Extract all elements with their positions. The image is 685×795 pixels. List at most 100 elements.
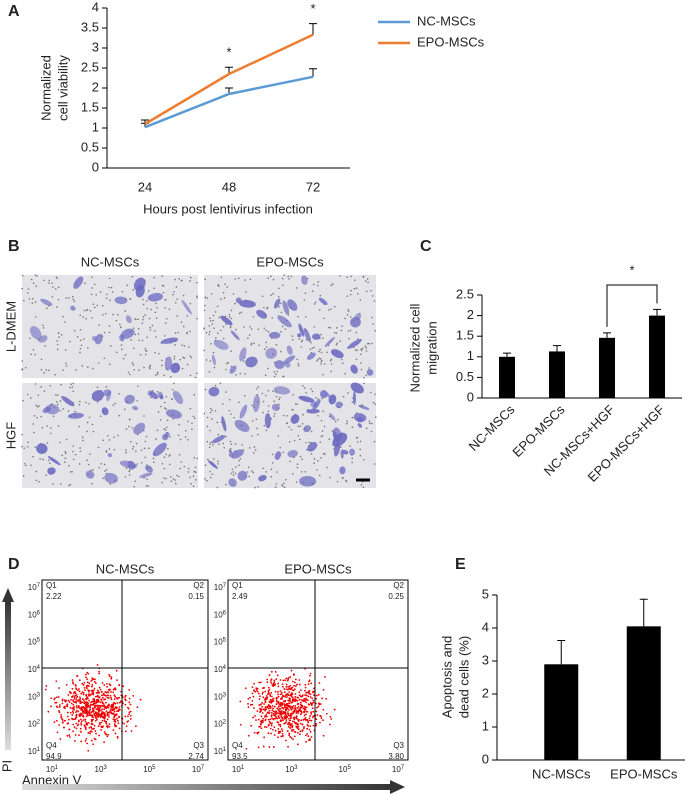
- event: [291, 726, 294, 729]
- pore: [40, 358, 43, 361]
- pore: [180, 321, 183, 323]
- event: [303, 708, 306, 711]
- pore: [356, 441, 359, 443]
- event: [85, 723, 88, 726]
- event: [267, 723, 270, 726]
- event: [107, 706, 110, 709]
- tick-label: 102: [28, 719, 41, 729]
- event: [313, 694, 315, 697]
- pore: [355, 358, 358, 361]
- event: [82, 699, 85, 702]
- pore: [280, 311, 283, 314]
- event: [275, 701, 278, 703]
- quadrant-name: Q1: [232, 581, 243, 590]
- event: [271, 728, 274, 731]
- pore: [311, 290, 314, 292]
- event: [75, 722, 78, 725]
- pore: [82, 316, 85, 318]
- pore: [191, 428, 193, 431]
- pore: [144, 314, 147, 316]
- pore: [273, 412, 276, 415]
- pore: [224, 283, 226, 285]
- pore: [117, 434, 119, 437]
- pore: [189, 476, 191, 479]
- event: [76, 689, 79, 692]
- pore: [159, 419, 162, 421]
- pore: [134, 318, 136, 320]
- event: [307, 735, 310, 738]
- event: [299, 722, 302, 725]
- tick-label: 107: [192, 765, 205, 775]
- pore: [45, 474, 47, 476]
- tick-label: 101: [232, 765, 245, 775]
- pore: [241, 444, 243, 446]
- pore: [320, 363, 322, 365]
- quadrant-name: Q4: [46, 741, 57, 750]
- cell: [306, 408, 320, 414]
- pore: [342, 362, 344, 365]
- event: [102, 696, 104, 699]
- event: [284, 699, 287, 702]
- event: [289, 713, 292, 716]
- quadrant-name: Q2: [393, 581, 404, 590]
- pore: [159, 405, 162, 408]
- event: [98, 672, 100, 675]
- pore: [57, 286, 60, 288]
- event: [106, 696, 109, 699]
- cell: [297, 333, 302, 338]
- pore: [321, 430, 324, 432]
- event: [116, 679, 118, 682]
- event: [284, 715, 287, 718]
- event: [299, 733, 301, 736]
- pore: [40, 368, 43, 371]
- event: [289, 736, 292, 738]
- pore: [251, 470, 253, 472]
- event: [88, 726, 91, 729]
- event: [103, 684, 106, 686]
- pore: [35, 470, 38, 473]
- event: [256, 687, 259, 690]
- event: [80, 740, 83, 743]
- event: [127, 707, 130, 710]
- pore: [254, 449, 257, 451]
- event: [290, 695, 293, 698]
- pore: [68, 484, 70, 487]
- pore: [273, 375, 276, 378]
- event: [124, 699, 127, 702]
- pore: [91, 482, 93, 485]
- event: [288, 724, 291, 726]
- pore: [355, 331, 358, 334]
- pore: [342, 395, 345, 398]
- cell: [159, 394, 164, 400]
- pore: [275, 395, 278, 398]
- tick-exponent: 7: [201, 765, 205, 771]
- pore: [128, 418, 131, 420]
- event: [277, 728, 280, 730]
- event: [103, 708, 106, 711]
- event: [306, 710, 309, 713]
- pore: [271, 317, 274, 319]
- pore: [121, 290, 124, 293]
- event: [109, 710, 112, 713]
- pore: [158, 352, 160, 355]
- pore: [234, 472, 237, 475]
- tick-base: 10: [232, 765, 241, 774]
- event: [117, 722, 120, 725]
- pore: [170, 480, 173, 482]
- event: [68, 701, 71, 703]
- cell: [239, 347, 247, 362]
- pore: [335, 343, 338, 346]
- cell: [298, 395, 315, 403]
- tick-label: 107: [214, 583, 227, 593]
- pore: [135, 442, 138, 445]
- event: [82, 716, 85, 718]
- event: [255, 687, 258, 690]
- event: [114, 707, 116, 710]
- pore: [230, 472, 233, 475]
- pore: [81, 436, 84, 439]
- event: [78, 679, 81, 682]
- pore: [98, 362, 100, 364]
- pore: [297, 315, 299, 318]
- pore: [148, 447, 150, 450]
- pore: [339, 340, 341, 342]
